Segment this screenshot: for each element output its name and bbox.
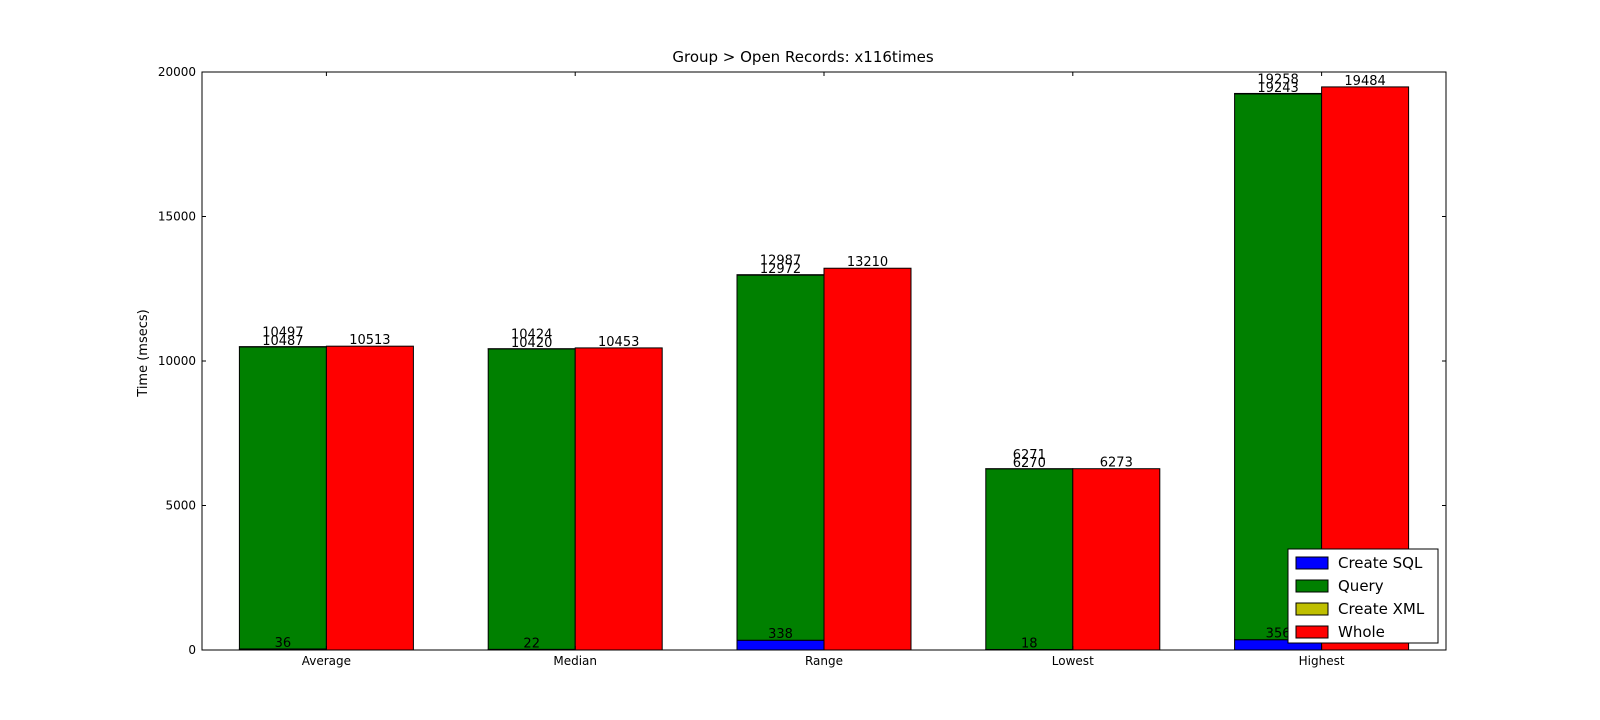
legend: Create SQL Query Create XML Whole — [1287, 548, 1439, 644]
x-tick-label: Median — [553, 654, 597, 668]
bar-whole-lowest — [1072, 468, 1161, 651]
data-label-query: 10420 — [511, 336, 552, 351]
data-label-query: 6270 — [1013, 456, 1046, 471]
data-label-create-sql: 356 — [1266, 627, 1291, 642]
plot-frame — [201, 71, 1447, 651]
data-label-create-xml: 19258 — [1257, 72, 1298, 87]
y-tick-label: 20000 — [158, 65, 196, 79]
x-tick-label: Highest — [1299, 654, 1345, 668]
x-tick-label: Range — [805, 654, 843, 668]
data-label-create-xml: 6271 — [1013, 448, 1046, 463]
legend-swatch — [1295, 579, 1329, 593]
data-label-whole: 13210 — [847, 255, 888, 270]
bar-whole-average — [325, 345, 414, 651]
y-tick-label: 5000 — [165, 499, 196, 513]
y-tick-label: 10000 — [158, 354, 196, 368]
chart-title: Group > Open Records: x116times — [672, 48, 933, 66]
data-label-query: 10487 — [262, 334, 303, 349]
bar-query-average — [238, 346, 327, 650]
legend-swatch — [1295, 625, 1329, 639]
data-label-query: 12972 — [760, 262, 801, 277]
data-label-create-xml: 12987 — [760, 254, 801, 269]
bar-whole-median — [574, 347, 663, 651]
data-label-whole: 19484 — [1344, 74, 1385, 89]
bar-query-lowest — [985, 468, 1074, 650]
bar-query-range — [736, 274, 825, 641]
data-label-query: 19243 — [1257, 81, 1298, 96]
y-axis-label: Time (msecs) — [136, 309, 151, 397]
x-tick-label: Average — [302, 654, 351, 668]
data-label-whole: 10453 — [598, 335, 639, 350]
y-tick-label: 15000 — [158, 210, 196, 224]
data-label-whole: 10513 — [349, 333, 390, 348]
data-label-create-sql: 18 — [1021, 636, 1038, 651]
bars-layer — [238, 86, 1410, 651]
legend-swatch — [1295, 556, 1329, 570]
legend-swatch — [1295, 602, 1329, 616]
legend-label: Query — [1338, 577, 1384, 595]
data-label-create-xml: 10424 — [511, 328, 552, 343]
legend-label: Create SQL — [1338, 554, 1423, 572]
bar-whole-range — [823, 267, 912, 651]
y-tick-label: 0 — [188, 643, 196, 657]
x-tick-label: Lowest — [1052, 654, 1094, 668]
bar-query-median — [487, 348, 576, 650]
legend-label: Whole — [1338, 623, 1385, 641]
data-label-create-sql: 36 — [275, 636, 292, 651]
data-label-create-sql: 22 — [523, 636, 540, 651]
legend-label: Create XML — [1338, 600, 1425, 618]
data-label-create-sql: 338 — [768, 627, 793, 642]
data-label-whole: 6273 — [1100, 456, 1133, 471]
axes-layer: Average Median Range Lowest Highest 0 5000 1000… — [158, 65, 1447, 668]
data-label-create-xml: 10497 — [262, 326, 303, 341]
